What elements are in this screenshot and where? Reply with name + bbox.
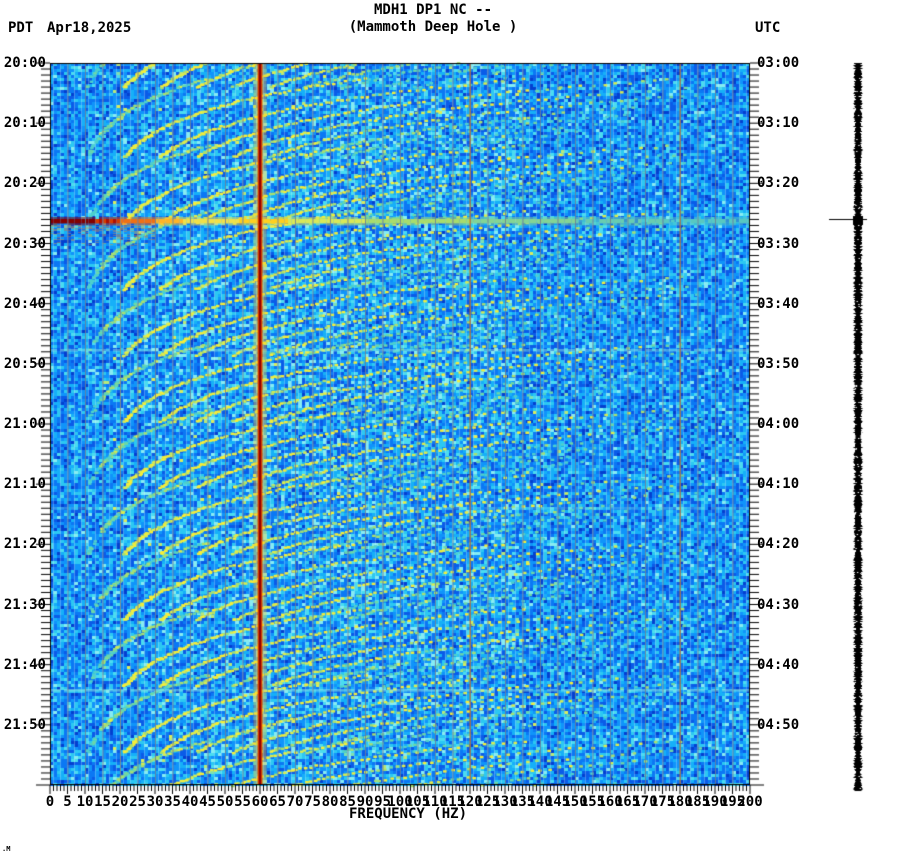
freq-tick-label: 125 [474, 794, 501, 810]
left-time-label: 20:30 [3, 235, 46, 252]
page-title: MDH1 DP1 NC -- [373, 2, 493, 18]
freq-tick-label: 105 [404, 794, 431, 810]
left-time-label: 21:30 [3, 596, 46, 613]
freq-tick-label: 170 [632, 794, 658, 810]
date-label: Apr18,2025 [47, 20, 132, 36]
right-time-label: 04:40 [757, 656, 800, 673]
freq-tick-label: 15 [94, 794, 111, 810]
freq-tick-label: 75 [304, 794, 321, 810]
freq-tick-label: 55 [234, 794, 251, 810]
freq-tick-label: 120 [457, 794, 483, 810]
freq-tick-label: 160 [597, 794, 623, 810]
freq-tick-label: 95 [374, 794, 391, 810]
freq-tick-label: 0 [45, 794, 55, 810]
left-time-label: 21:40 [3, 656, 46, 673]
right-time-label: 03:40 [757, 295, 800, 312]
freq-tick-label: 50 [216, 794, 234, 810]
freq-tick-label: 35 [164, 794, 181, 810]
page-subtitle: (Mammoth Deep Hole ) [348, 19, 518, 35]
freq-tick-label: 85 [339, 794, 356, 810]
freq-tick-label: 5 [63, 794, 72, 810]
freq-tick-label: 175 [649, 794, 676, 810]
right-time-label: 04:00 [757, 416, 800, 432]
left-time-label: 21:50 [3, 716, 46, 733]
left-time-label: 20:00 [3, 55, 46, 71]
left-time-label: 20:20 [3, 175, 46, 192]
freq-tick-label: 180 [667, 794, 693, 810]
freq-tick-label: 25 [129, 794, 146, 810]
freq-tick-label: 140 [527, 794, 553, 810]
left-time-label: 20:40 [3, 295, 46, 312]
freq-tick-label: 145 [544, 794, 571, 810]
right-time-label: 03:30 [757, 235, 800, 252]
left-time-label: 21:10 [3, 476, 46, 493]
right-time-label: 03:10 [757, 115, 800, 132]
left-time-label: 21:20 [3, 536, 46, 553]
right-time-label: 04:20 [757, 536, 800, 553]
freq-tick-label: 200 [737, 794, 763, 810]
freq-tick-label: 30 [146, 794, 164, 810]
right-time-label: 03:00 [757, 55, 800, 71]
freq-tick-label: 45 [199, 794, 216, 810]
freq-tick-label: 190 [702, 794, 728, 810]
freq-tick-label: 155 [579, 794, 606, 810]
freq-tick-label: 100 [387, 794, 413, 810]
freq-tick-label: 130 [492, 794, 518, 810]
freq-tick-label: 185 [684, 794, 711, 810]
freq-tick-label: 40 [181, 794, 199, 810]
freq-axis-title: FREQUENCY (HZ) [348, 806, 468, 822]
freq-tick-label: 10 [76, 794, 94, 810]
freq-tick-label: 115 [439, 794, 466, 810]
right-time-label: 04:10 [757, 476, 800, 493]
right-time-label: 04:50 [757, 716, 800, 733]
right-time-label: 03:20 [757, 175, 800, 192]
timezone-left-label: PDT [8, 20, 34, 36]
right-time-label: 04:30 [757, 596, 800, 613]
freq-tick-label: 165 [614, 794, 641, 810]
freq-tick-label: 20 [111, 794, 129, 810]
freq-tick-label: 135 [509, 794, 536, 810]
freq-tick-label: 70 [286, 794, 304, 810]
freq-tick-label: 150 [562, 794, 588, 810]
freq-tick-label: 80 [321, 794, 339, 810]
freq-tick-label: 60 [251, 794, 269, 810]
freq-tick-label: 65 [269, 794, 286, 810]
freq-tick-label: 110 [422, 794, 448, 810]
freq-tick-label: 90 [356, 794, 374, 810]
left-time-label: 20:50 [3, 355, 46, 372]
timezone-right-label: UTC [755, 20, 781, 36]
corner-artifact: .M [2, 845, 11, 853]
right-time-label: 03:50 [757, 355, 800, 372]
left-time-label: 21:00 [3, 416, 46, 432]
freq-tick-label: 195 [719, 794, 746, 810]
left-time-label: 20:10 [3, 115, 46, 132]
